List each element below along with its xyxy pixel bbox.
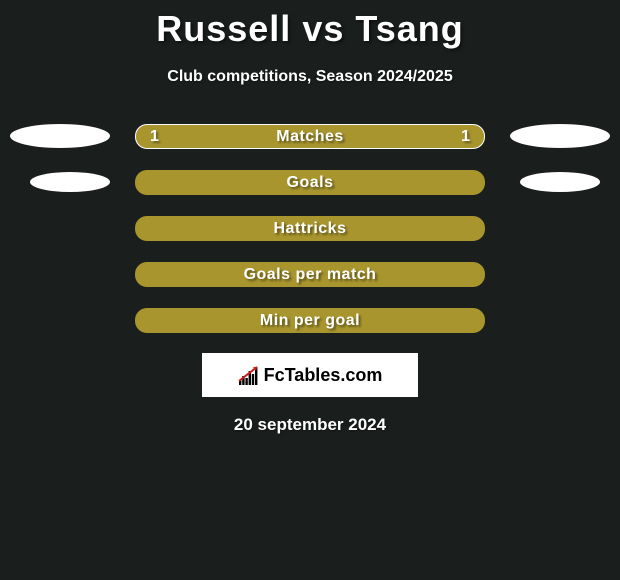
stat-label: Hattricks — [274, 220, 347, 238]
logo-text: FcTables.com — [264, 365, 383, 386]
subtitle: Club competitions, Season 2024/2025 — [0, 68, 620, 86]
stat-row: Hattricks — [0, 216, 620, 241]
stat-label: Goals — [287, 174, 334, 192]
page-title: Russell vs Tsang — [0, 0, 620, 50]
logo-box: FcTables.com — [202, 353, 418, 397]
date-text: 20 september 2024 — [0, 415, 620, 435]
right-ellipse — [510, 124, 610, 148]
player2-name: Tsang — [355, 8, 463, 49]
stat-bar: Goals — [135, 170, 485, 195]
stat-bar: Min per goal — [135, 308, 485, 333]
vs-text: vs — [302, 8, 344, 49]
right-ellipse — [520, 172, 600, 192]
stat-value-left: 1 — [150, 128, 159, 146]
player1-name: Russell — [156, 8, 291, 49]
bar-chart-icon — [238, 365, 260, 385]
left-ellipse — [10, 124, 110, 148]
logo: FcTables.com — [238, 365, 383, 386]
stat-label: Matches — [276, 128, 344, 146]
stats-rows: 1 Matches 1 Goals Hattricks Goals per match Mi… — [0, 124, 620, 333]
stat-row: Goals per match — [0, 262, 620, 287]
stat-bar: 1 Matches 1 — [135, 124, 485, 149]
stat-label: Min per goal — [260, 312, 360, 330]
stat-value-right: 1 — [461, 128, 470, 146]
stat-bar: Hattricks — [135, 216, 485, 241]
stat-row: Goals — [0, 170, 620, 195]
left-ellipse — [30, 172, 110, 192]
stat-label: Goals per match — [244, 266, 377, 284]
stat-row: Min per goal — [0, 308, 620, 333]
infographic-container: Russell vs Tsang Club competitions, Seas… — [0, 0, 620, 435]
stat-bar: Goals per match — [135, 262, 485, 287]
stat-row: 1 Matches 1 — [0, 124, 620, 149]
